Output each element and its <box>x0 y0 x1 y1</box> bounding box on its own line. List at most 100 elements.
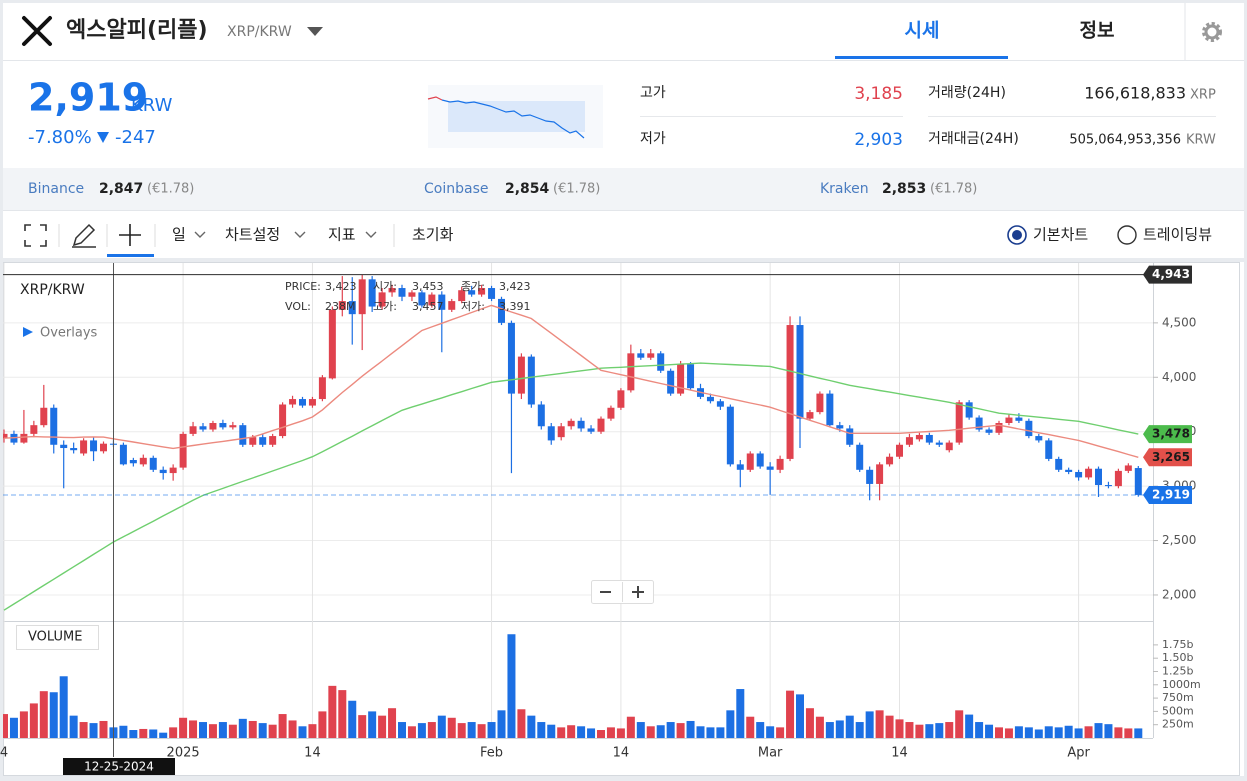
exchange-strip <box>3 168 1244 210</box>
volume-bar <box>218 722 227 738</box>
volume-bar <box>726 710 735 738</box>
candle-body <box>119 444 127 465</box>
volume-bar <box>1054 727 1063 738</box>
exchange-eur: (€1.78) <box>930 182 977 197</box>
volume-bar <box>1094 723 1103 738</box>
volume-bar <box>686 720 695 738</box>
candle-body <box>458 290 466 302</box>
chevron <box>294 231 306 238</box>
zoom-in[interactable] <box>632 586 644 598</box>
draw-icon[interactable] <box>72 223 96 248</box>
exchange-name: Binance <box>28 181 84 197</box>
candle-body <box>985 429 993 433</box>
candle-body <box>488 288 496 299</box>
candle-body <box>259 437 267 445</box>
y-tick-label: 2,000 <box>1162 587 1196 601</box>
fullscreen-icon[interactable] <box>24 224 47 247</box>
volume-bar <box>487 722 496 738</box>
y-tick-label: 2,500 <box>1162 533 1196 547</box>
volume-bar <box>348 700 357 738</box>
volume-plot <box>3 634 1143 738</box>
exchange-eur: (€1.78) <box>147 182 194 197</box>
exchange-name: Kraken <box>820 181 869 197</box>
volume-bar <box>577 726 586 738</box>
stat-label: 고가 <box>640 85 666 101</box>
radio-dot <box>1012 230 1022 240</box>
stat-unit: KRW <box>1186 133 1216 148</box>
candle-body <box>736 464 744 470</box>
candle-body <box>50 407 58 445</box>
mode-option[interactable]: 기본차트 <box>1033 226 1088 244</box>
reset-button[interactable]: 초기화 <box>412 226 454 244</box>
candle-body <box>368 279 376 307</box>
candle-body <box>766 466 774 470</box>
candle-body <box>587 428 595 432</box>
crosshair-icon[interactable] <box>119 224 141 246</box>
exchange-eur: (€1.78) <box>553 182 600 197</box>
volume-bar <box>268 724 277 738</box>
candle-body <box>547 426 555 441</box>
volume-bar <box>766 726 775 738</box>
candle-body <box>249 437 257 445</box>
settings-icon[interactable] <box>1202 22 1222 42</box>
x-tick-label: 4 <box>0 746 8 761</box>
candle-body <box>876 464 884 484</box>
chart-panel <box>3 262 1244 776</box>
radio[interactable] <box>1117 225 1137 245</box>
volume-bar <box>228 724 237 738</box>
volume-tick-label: 1.75b <box>1162 638 1193 651</box>
candle-body <box>667 370 675 394</box>
menu[interactable]: 차트설정 <box>225 226 280 244</box>
stat-value: 505,064,953,356 <box>1069 133 1181 148</box>
volume-bar <box>159 732 168 738</box>
volume-bar <box>467 722 476 738</box>
candle-body <box>100 443 107 452</box>
volume-bar <box>507 634 516 738</box>
menu[interactable]: 지표 <box>328 226 356 244</box>
candle-body <box>577 420 585 429</box>
candle-body <box>408 292 416 297</box>
volume-bar <box>1064 725 1073 738</box>
change-amount: -247 <box>115 127 156 148</box>
candle-body <box>80 440 88 454</box>
tab[interactable]: 시세 <box>905 20 940 42</box>
overlays-toggle[interactable] <box>23 327 33 337</box>
candle-body <box>507 322 515 394</box>
candle-body <box>786 325 794 459</box>
chevron <box>194 231 206 238</box>
volume-bar <box>1124 728 1133 738</box>
tab[interactable]: 정보 <box>1080 20 1115 42</box>
volume-bar <box>248 720 257 738</box>
candle-body <box>657 353 665 371</box>
radio-selected[interactable] <box>1007 225 1027 245</box>
price-tag <box>1143 425 1192 444</box>
stat-unit: XRP <box>1190 88 1216 103</box>
overlays-label[interactable]: Overlays <box>40 326 98 341</box>
volume-bar <box>776 727 785 738</box>
candle-body <box>896 444 903 457</box>
candle-body <box>687 364 695 389</box>
volume-bar <box>407 726 416 738</box>
price-tag-label: 2,919 <box>1152 487 1190 501</box>
volume-bar <box>587 728 596 738</box>
volume-bar <box>835 720 844 738</box>
candle-body <box>1085 468 1093 478</box>
candle-body <box>756 453 764 467</box>
menu[interactable]: 일 <box>172 226 186 244</box>
dropdown-icon[interactable] <box>307 27 323 36</box>
price-tag-label: 3,478 <box>1152 427 1190 441</box>
volume-bar <box>656 725 665 738</box>
exchange-price: 2,853 <box>882 181 926 197</box>
candle-body <box>1095 468 1102 486</box>
candle-body <box>219 422 227 428</box>
mode-option[interactable]: 트레이딩뷰 <box>1143 226 1212 244</box>
x-tick-label: 14 <box>613 746 630 761</box>
volume-bar <box>59 676 68 738</box>
volume-bar <box>169 727 178 738</box>
candle-body <box>935 442 943 445</box>
candle-body <box>438 294 446 310</box>
candle-body <box>726 406 734 465</box>
volume-bar <box>398 722 406 738</box>
volume-bar <box>29 703 38 738</box>
